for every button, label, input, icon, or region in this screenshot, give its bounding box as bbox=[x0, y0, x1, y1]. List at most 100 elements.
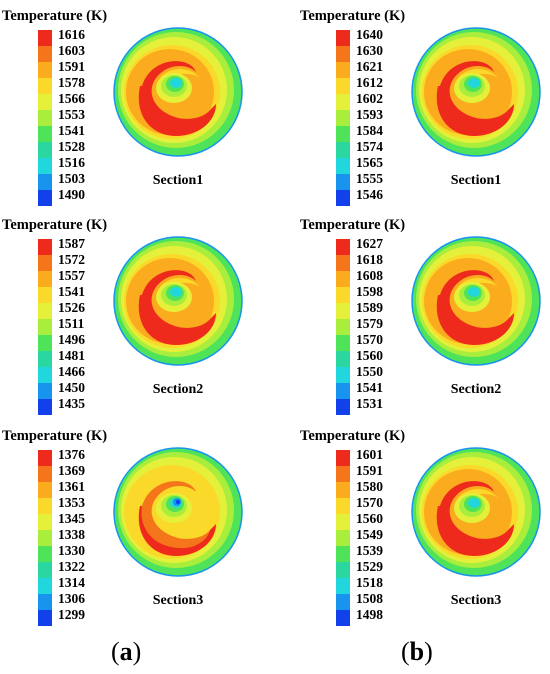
arc-band bbox=[160, 278, 200, 291]
colorbar-swatch bbox=[38, 62, 52, 78]
colorbar-tick-label: 1557 bbox=[58, 268, 85, 283]
colorbar-swatch bbox=[336, 450, 350, 466]
colorbar-swatch bbox=[336, 335, 350, 351]
colorbar-tick-label: 1322 bbox=[58, 559, 85, 574]
colorbar-swatch bbox=[38, 319, 52, 335]
colorbar-swatch bbox=[336, 255, 350, 271]
colorbar-tick-label: 1541 bbox=[58, 284, 85, 299]
disk-outline bbox=[411, 447, 541, 577]
colorbar-swatch bbox=[336, 482, 350, 498]
colorbar-swatch bbox=[38, 482, 52, 498]
colorbar-swatch bbox=[38, 78, 52, 94]
colorbar-tick-label: 1616 bbox=[58, 27, 85, 42]
colorbar-swatch bbox=[336, 530, 350, 546]
core-band bbox=[468, 498, 480, 508]
contour-layers bbox=[114, 448, 242, 576]
hot-band-lower bbox=[138, 506, 216, 556]
colorbar-swatch bbox=[38, 450, 52, 466]
core-band bbox=[468, 287, 480, 297]
colorbar-tick-label: 1516 bbox=[58, 155, 85, 170]
colorbar-swatch bbox=[336, 94, 350, 110]
colorbar-swatch bbox=[336, 594, 350, 610]
colorbar-tick-label: 1299 bbox=[58, 607, 85, 622]
colorbar-tick-label: 1498 bbox=[356, 607, 383, 622]
disk-outline bbox=[411, 236, 541, 366]
colorbar-swatch bbox=[38, 399, 52, 415]
panel-a-section1: Temperature (K) 1616 1603 1591 1578 1566 1553… bbox=[2, 8, 267, 215]
colorbar-swatch bbox=[38, 271, 52, 287]
colorbar-tick-label: 1621 bbox=[356, 59, 383, 74]
colorbar-swatch bbox=[336, 271, 350, 287]
colorbar-tick-label: 1353 bbox=[58, 495, 85, 510]
colorbar-swatch bbox=[38, 530, 52, 546]
core-band bbox=[170, 287, 182, 297]
colorbar-tick-label: 1526 bbox=[58, 300, 85, 315]
temperature-contour-disk bbox=[113, 27, 243, 157]
colorbar-tick-label: 1550 bbox=[356, 364, 383, 379]
hot-band-lower bbox=[436, 506, 514, 556]
colorbar-tick-label: 1591 bbox=[58, 59, 85, 74]
hot-swirl bbox=[438, 481, 508, 551]
disk-outline bbox=[411, 27, 541, 157]
section-label: Section1 bbox=[152, 173, 204, 188]
legend-title: Temperature (K) bbox=[300, 217, 406, 233]
colorbar-tick-label: 1587 bbox=[58, 236, 85, 251]
colorbar bbox=[336, 450, 350, 626]
contour-layers bbox=[412, 28, 540, 156]
colorbar-swatch bbox=[336, 158, 350, 174]
temperature-contour-disk bbox=[113, 236, 243, 366]
colorbar-tick-label: 1546 bbox=[356, 187, 383, 202]
colorbar-tick-label: 1361 bbox=[58, 479, 85, 494]
hot-swirl bbox=[140, 481, 210, 551]
colorbar-swatch bbox=[336, 562, 350, 578]
colorbar-swatch bbox=[336, 126, 350, 142]
legend-title: Temperature (K) bbox=[2, 217, 108, 233]
colorbar-swatch bbox=[336, 46, 350, 62]
colorbar-tick-label: 1496 bbox=[58, 332, 85, 347]
colorbar-swatch bbox=[38, 239, 52, 255]
colorbar-swatch bbox=[336, 30, 350, 46]
colorbar-tick-label: 1306 bbox=[58, 591, 85, 606]
colorbar-tick-label: 1591 bbox=[356, 463, 383, 478]
colorbar-swatch bbox=[38, 466, 52, 482]
colorbar-tick-label: 1560 bbox=[356, 348, 383, 363]
colorbar-swatch bbox=[336, 319, 350, 335]
colorbar-swatch bbox=[336, 351, 350, 367]
colorbar-swatch bbox=[336, 190, 350, 206]
section-label: Section3 bbox=[152, 593, 204, 608]
colorbar-tick-label: 1369 bbox=[58, 463, 85, 478]
disk-outline bbox=[113, 447, 243, 577]
arc-band bbox=[160, 69, 200, 82]
legend-title: Temperature (K) bbox=[300, 8, 406, 24]
colorbar-tick-label: 1589 bbox=[356, 300, 383, 315]
colorbar-swatch bbox=[38, 94, 52, 110]
colorbar-swatch bbox=[38, 498, 52, 514]
colorbar-swatch bbox=[38, 46, 52, 62]
hot-swirl bbox=[140, 270, 210, 340]
colorbar-tick-label: 1580 bbox=[356, 479, 383, 494]
panel-a-section2: Temperature (K) 1587 1572 1557 1541 1526 1511… bbox=[2, 217, 267, 424]
colorbar-swatch bbox=[38, 383, 52, 399]
legend-title: Temperature (K) bbox=[2, 8, 108, 24]
contour-layers bbox=[412, 237, 540, 365]
colorbar-tick-label: 1511 bbox=[58, 316, 85, 331]
colorbar-swatch bbox=[38, 110, 52, 126]
colorbar-tick-label: 1518 bbox=[356, 575, 383, 590]
colorbar-tick-label: 1466 bbox=[58, 364, 85, 379]
legend-title: Temperature (K) bbox=[2, 428, 108, 444]
colorbar-swatch bbox=[38, 562, 52, 578]
colorbar-tick-label: 1345 bbox=[58, 511, 85, 526]
colorbar-swatch bbox=[336, 303, 350, 319]
colorbar-swatch bbox=[38, 351, 52, 367]
colorbar-tick-label: 1553 bbox=[58, 107, 85, 122]
colorbar bbox=[336, 239, 350, 415]
colorbar-swatch bbox=[38, 158, 52, 174]
colorbar-swatch bbox=[336, 62, 350, 78]
panel-a-section3: Temperature (K) 1376 1369 1361 1353 1345 1338… bbox=[2, 428, 267, 635]
colorbar-swatch bbox=[38, 514, 52, 530]
colorbar bbox=[38, 30, 52, 206]
panel-b-section3: Temperature (K) 1601 1591 1580 1570 1560 1549… bbox=[300, 428, 550, 635]
colorbar-tick-label: 1579 bbox=[356, 316, 383, 331]
colorbar-tick-label: 1598 bbox=[356, 284, 383, 299]
hot-swirl bbox=[438, 270, 508, 340]
